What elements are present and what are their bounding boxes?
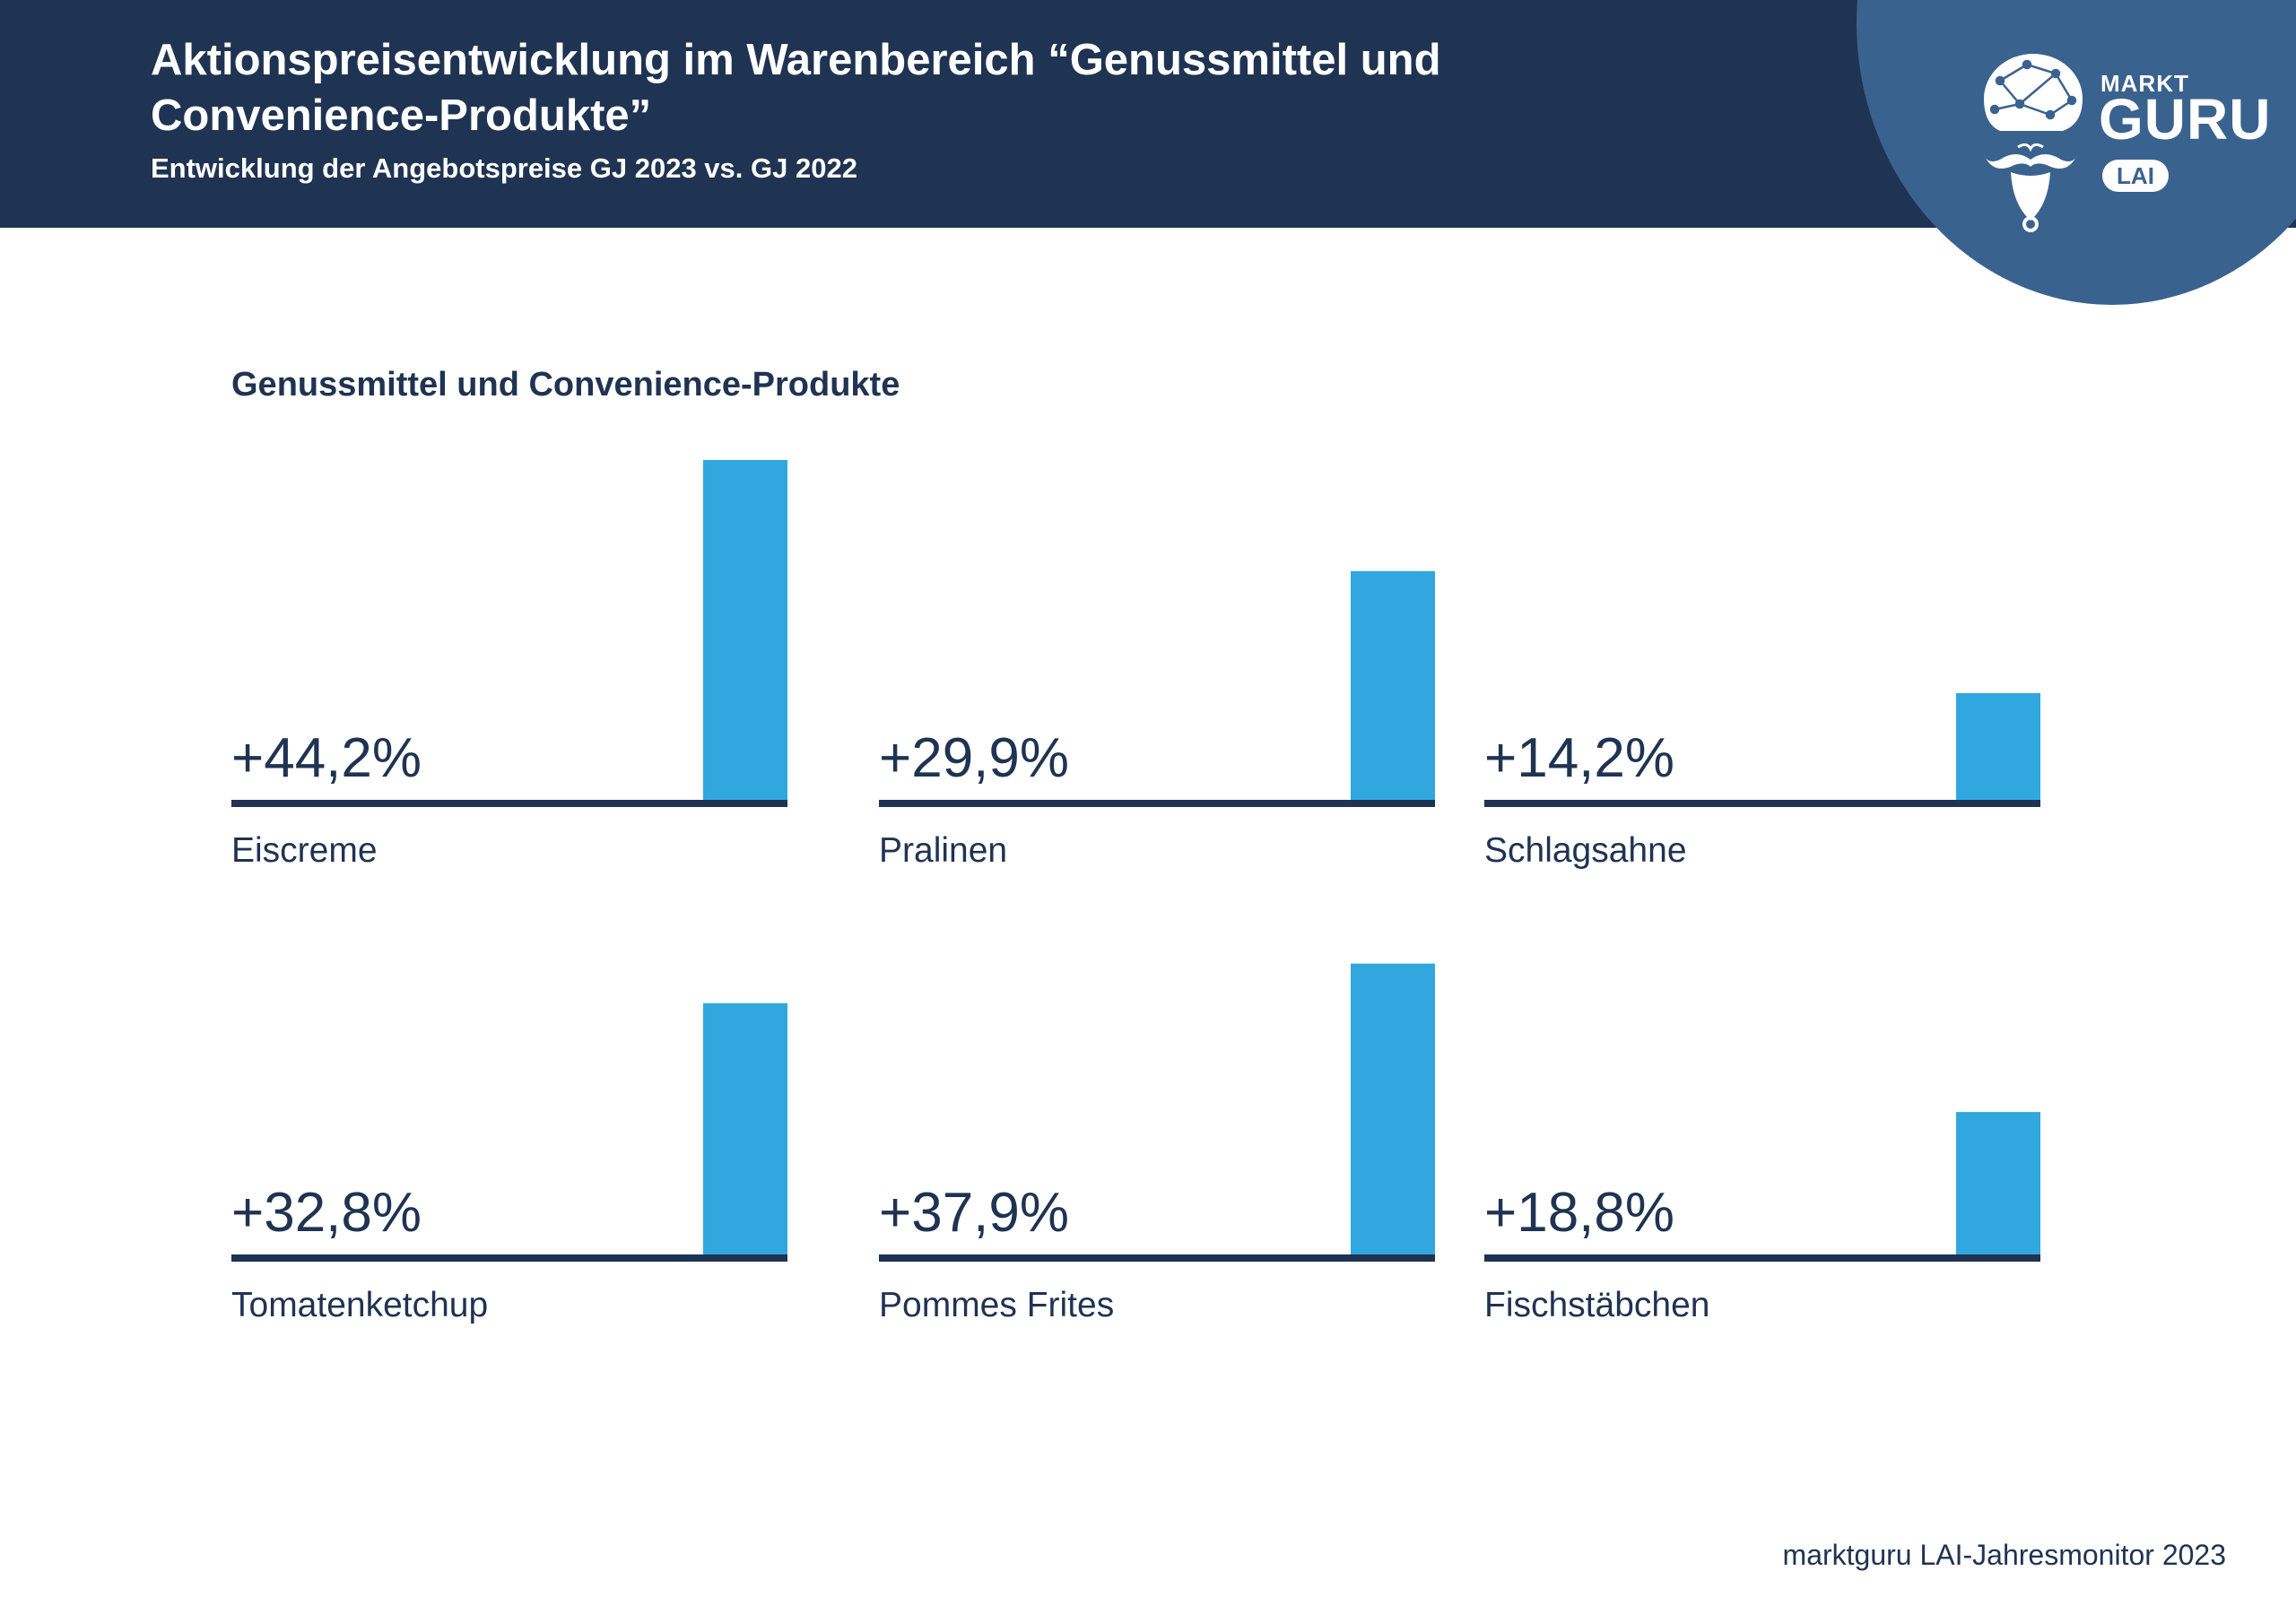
title-line-1: Aktionspreisentwicklung im Warenbereich … — [151, 36, 1441, 84]
category-label-fischstaebchen: Fischstäbchen — [1484, 1286, 1709, 1324]
page-title: Aktionspreisentwicklung im Warenbereich … — [151, 32, 1765, 143]
bar-eiscreme — [703, 460, 787, 803]
bar-fischstaebchen — [1956, 1112, 2040, 1258]
guru-mascot-icon — [1984, 54, 2083, 232]
category-label-pommes-frites: Pommes Frites — [879, 1286, 1114, 1324]
baseline-fischstaebchen — [1484, 1254, 2040, 1262]
source-footer: marktguru LAI-Jahresmonitor 2023 — [1782, 1539, 2226, 1571]
category-label-schlagsahne: Schlagsahne — [1484, 831, 1687, 870]
logo-markt-text: MARKT — [2100, 70, 2189, 97]
bar-schlagsahne — [1956, 692, 2040, 803]
title-line-2: Convenience-Produkte” — [151, 91, 652, 140]
chart-panel-fischstaebchen: +18,8% Fischstäbchen — [1484, 1112, 2040, 1324]
bar-pralinen — [1351, 570, 1435, 803]
value-label-tomatenketchup: +32,8% — [231, 1182, 422, 1244]
baseline-tomatenketchup — [231, 1254, 787, 1262]
chart-panel-tomatenketchup: +32,8% Tomatenketchup — [231, 1002, 787, 1324]
chart-panel-schlagsahne: +14,2% Schlagsahne — [1484, 692, 2040, 870]
chart-panel-pommes-frites: +37,9% Pommes Frites — [879, 963, 1435, 1324]
baseline-pralinen — [879, 800, 1435, 807]
chart-panel-eiscreme: +44,2% Eiscreme — [231, 460, 787, 870]
baseline-schlagsahne — [1484, 800, 2040, 807]
logo-guru-text: GURU — [2099, 87, 2272, 152]
bar-tomatenketchup — [703, 1002, 787, 1258]
value-label-schlagsahne: +14,2% — [1484, 727, 1674, 789]
value-label-pommes-frites: +37,9% — [879, 1182, 1069, 1244]
category-label-pralinen: Pralinen — [879, 831, 1007, 870]
baseline-pommes-frites — [879, 1254, 1435, 1262]
category-label-tomatenketchup: Tomatenketchup — [231, 1286, 488, 1324]
chart-panel-pralinen: +29,9% Pralinen — [879, 570, 1435, 870]
baseline-eiscreme — [231, 800, 787, 807]
page-subtitle: Entwicklung der Angebotspreise GJ 2023 v… — [151, 152, 857, 184]
value-label-eiscreme: +44,2% — [231, 727, 422, 789]
logo-lai-badge: LAI — [2102, 160, 2169, 192]
category-label-eiscreme: Eiscreme — [231, 831, 378, 870]
value-label-pralinen: +29,9% — [879, 727, 1069, 789]
section-title: Genussmittel und Convenience-Produkte — [231, 366, 900, 404]
bar-pommes-frites — [1351, 963, 1435, 1258]
marktguru-logo: MARKT GURU LAI — [1973, 45, 2270, 233]
value-label-fischstaebchen: +18,8% — [1484, 1182, 1674, 1244]
